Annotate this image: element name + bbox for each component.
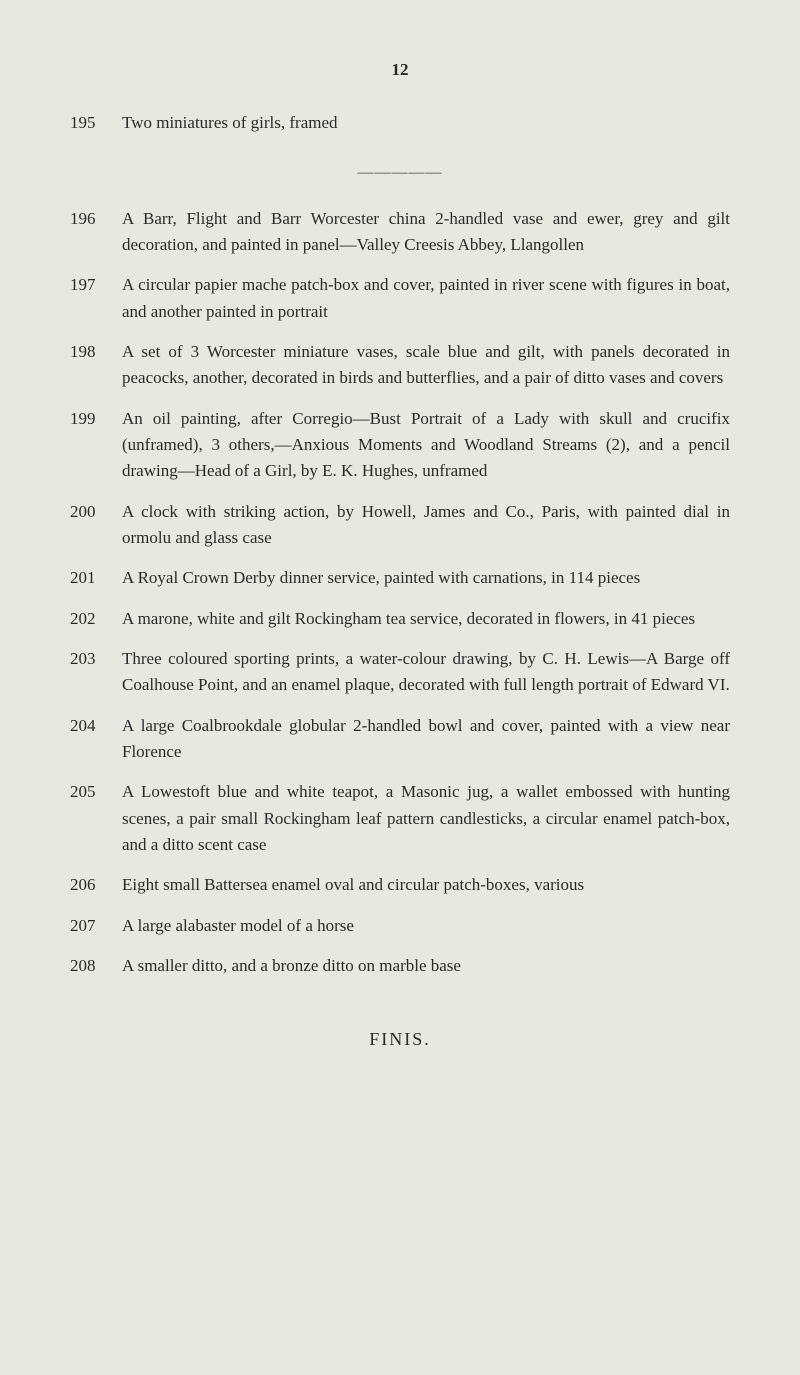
lot-description: A Royal Crown Derby dinner service, pain… [122, 565, 730, 591]
catalogue-entry: 208A smaller ditto, and a bronze ditto o… [70, 953, 730, 979]
section-divider: ————— [70, 164, 730, 182]
lot-number: 199 [70, 406, 122, 485]
lot-number: 207 [70, 913, 122, 939]
lot-description: A clock with striking action, by Howell,… [122, 499, 730, 552]
lot-description: A large alabaster model of a horse [122, 913, 730, 939]
lot-description: A marone, white and gilt Rockingham tea … [122, 606, 730, 632]
lot-number: 203 [70, 646, 122, 699]
lot-number: 202 [70, 606, 122, 632]
catalogue-entry: 197A circular papier mache patch-box and… [70, 272, 730, 325]
catalogue-entry: 200A clock with striking action, by Howe… [70, 499, 730, 552]
lot-description: A Lowestoft blue and white teapot, a Mas… [122, 779, 730, 858]
lot-number: 198 [70, 339, 122, 392]
lot-description: A set of 3 Worcester miniature vases, sc… [122, 339, 730, 392]
catalogue-entry: 206Eight small Battersea enamel oval and… [70, 872, 730, 898]
lot-number: 204 [70, 713, 122, 766]
catalogue-entry: 201A Royal Crown Derby dinner service, p… [70, 565, 730, 591]
intro-lot-number: 195 [70, 110, 122, 136]
intro-description: Two miniatures of girls, framed [122, 110, 730, 136]
lot-number: 196 [70, 206, 122, 259]
lot-description: An oil painting, after Corregio—Bust Por… [122, 406, 730, 485]
catalogue-entry: 203Three coloured sporting prints, a wat… [70, 646, 730, 699]
lot-description: Three coloured sporting prints, a water-… [122, 646, 730, 699]
lot-description: A smaller ditto, and a bronze ditto on m… [122, 953, 730, 979]
lot-description: A circular papier mache patch-box and co… [122, 272, 730, 325]
lot-number: 197 [70, 272, 122, 325]
page-number: 12 [70, 60, 730, 80]
lot-description: Eight small Battersea enamel oval and ci… [122, 872, 730, 898]
lot-number: 200 [70, 499, 122, 552]
catalogue-entry: 199An oil painting, after Corregio—Bust … [70, 406, 730, 485]
lot-number: 205 [70, 779, 122, 858]
intro-entry: 195 Two miniatures of girls, framed [70, 110, 730, 136]
lot-number: 208 [70, 953, 122, 979]
lot-description: A Barr, Flight and Barr Worcester china … [122, 206, 730, 259]
entries-list: 196A Barr, Flight and Barr Worcester chi… [70, 206, 730, 980]
catalogue-entry: 207A large alabaster model of a horse [70, 913, 730, 939]
catalogue-entry: 202A marone, white and gilt Rockingham t… [70, 606, 730, 632]
catalogue-entry: 205A Lowestoft blue and white teapot, a … [70, 779, 730, 858]
lot-description: A large Coalbrookdale globular 2-handled… [122, 713, 730, 766]
lot-number: 206 [70, 872, 122, 898]
catalogue-entry: 198A set of 3 Worcester miniature vases,… [70, 339, 730, 392]
catalogue-entry: 204A large Coalbrookdale globular 2-hand… [70, 713, 730, 766]
finis-label: FINIS. [70, 1029, 730, 1050]
catalogue-entry: 196A Barr, Flight and Barr Worcester chi… [70, 206, 730, 259]
lot-number: 201 [70, 565, 122, 591]
